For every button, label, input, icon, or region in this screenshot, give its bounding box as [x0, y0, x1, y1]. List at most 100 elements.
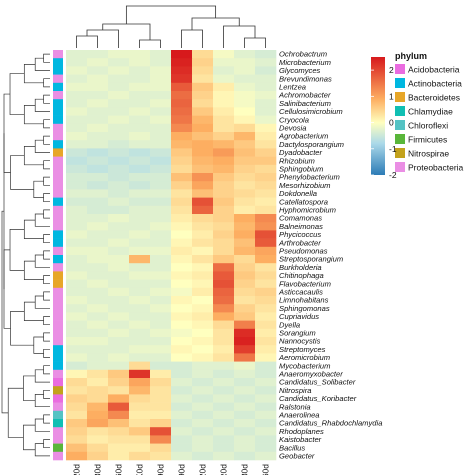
dendrogram-branch	[43, 389, 50, 399]
heatmap-cell	[213, 123, 235, 133]
heatmap-cell	[129, 91, 151, 100]
heatmap-cell	[129, 345, 151, 354]
heatmap-cell	[234, 337, 256, 346]
heatmap-cell	[255, 271, 277, 280]
heatmap-cell	[66, 50, 88, 59]
heatmap-cell	[192, 58, 214, 67]
heatmap-cell	[255, 312, 277, 321]
heatmap-cell	[87, 214, 109, 223]
heatmap-cell	[213, 394, 235, 403]
heatmap-cell	[234, 328, 256, 338]
heatmap-cell	[255, 435, 277, 444]
heatmap-cell	[87, 337, 109, 346]
heatmap-cell	[213, 189, 235, 198]
heatmap-cell	[108, 197, 130, 207]
phylum-annotation-cell	[53, 312, 63, 321]
heatmap-cell	[66, 386, 88, 395]
phylum-annotation-cell	[53, 394, 63, 403]
heatmap-cell	[234, 255, 256, 264]
heatmap-cell	[150, 263, 172, 272]
heatmap-cell	[108, 353, 130, 362]
legend-label: Firmicutes	[408, 135, 447, 145]
phylum-annotation-cell	[53, 58, 63, 67]
heatmap-cell	[192, 386, 214, 395]
phylum-annotation-cell	[53, 402, 63, 412]
heatmap-cell	[213, 205, 235, 215]
heatmap-cell	[108, 115, 130, 125]
phylum-annotation-cell	[53, 328, 63, 338]
heatmap-cell	[192, 173, 214, 182]
heatmap-cell	[108, 271, 130, 280]
heatmap-cell	[129, 66, 151, 75]
heatmap-cell	[129, 230, 151, 239]
heatmap-cell	[255, 410, 277, 420]
heatmap-cell	[213, 271, 235, 280]
dendrogram-branch	[43, 160, 50, 170]
heatmap-cell	[129, 115, 151, 125]
phylum-annotation-cell	[53, 246, 63, 256]
row-label: Chitinophaga	[279, 271, 324, 280]
dendrogram-branch	[34, 213, 50, 227]
heatmap-cell	[129, 443, 151, 453]
heatmap-cell	[66, 296, 88, 305]
heatmap-cell	[255, 443, 277, 453]
heatmap-cell	[108, 123, 130, 133]
heatmap-cell	[234, 140, 256, 149]
heatmap-cell	[150, 181, 172, 190]
heatmap-cell	[150, 345, 172, 354]
heatmap-cell	[87, 230, 109, 239]
row-label: Rhizobium	[279, 156, 315, 165]
heatmap-cell	[192, 304, 214, 313]
heatmap-cell	[87, 107, 109, 116]
heatmap-cell	[66, 238, 88, 248]
row-label: Candidatus_Koribacter	[279, 394, 357, 403]
heatmap-cell	[87, 361, 109, 371]
heatmap-cell	[213, 296, 235, 305]
row-label: Nitrospira	[279, 386, 312, 395]
row-label: Microbacterium	[279, 58, 331, 67]
dendrogram-branch	[181, 29, 203, 48]
heatmap-cell	[171, 156, 193, 166]
heatmap-cell	[171, 287, 193, 297]
heatmap-cell	[213, 164, 235, 174]
heatmap-cell	[129, 107, 151, 116]
heatmap-cell	[108, 222, 130, 231]
heatmap-cell	[171, 230, 193, 239]
heatmap-cell	[234, 443, 256, 453]
phylum-annotation-cell	[53, 320, 63, 330]
heatmap-cell	[66, 304, 88, 313]
dendrogram-branch	[23, 301, 44, 321]
legend-label: Nitrospirae	[408, 149, 449, 159]
heatmap-cell	[87, 328, 109, 338]
column-label: CK120d	[72, 464, 82, 475]
heatmap-cell	[66, 123, 88, 133]
heatmap-cell	[234, 99, 256, 108]
heatmap-cell	[213, 156, 235, 166]
row-label: Dyadobacter	[279, 148, 323, 157]
heatmap-cell	[255, 91, 277, 100]
heatmap-cell	[192, 74, 214, 84]
phylum-annotation-cell	[53, 353, 63, 362]
heatmap-cell	[150, 222, 172, 231]
heatmap-cell	[150, 173, 172, 182]
heatmap-cell	[129, 287, 151, 297]
row-label: Catellatospora	[279, 197, 328, 206]
heatmap-cell	[213, 328, 235, 338]
heatmap-cell	[255, 263, 277, 272]
heatmap-cell	[87, 394, 109, 403]
heatmap-cell	[150, 74, 172, 84]
heatmap-cell	[129, 205, 151, 215]
heatmap-cell	[171, 279, 193, 289]
heatmap-cell	[129, 99, 151, 108]
dendrogram-branch	[9, 73, 25, 115]
heatmap-cell	[150, 378, 172, 387]
heatmap-cell	[108, 82, 130, 92]
heatmap-cell	[234, 263, 256, 272]
column-label: CK0d	[135, 464, 145, 475]
heatmap-cell	[129, 246, 151, 256]
heatmap-cell	[150, 115, 172, 125]
heatmap-cell	[255, 320, 277, 330]
heatmap-cell	[255, 361, 277, 371]
heatmap-cell	[255, 451, 277, 461]
heatmap-cell	[192, 91, 214, 100]
